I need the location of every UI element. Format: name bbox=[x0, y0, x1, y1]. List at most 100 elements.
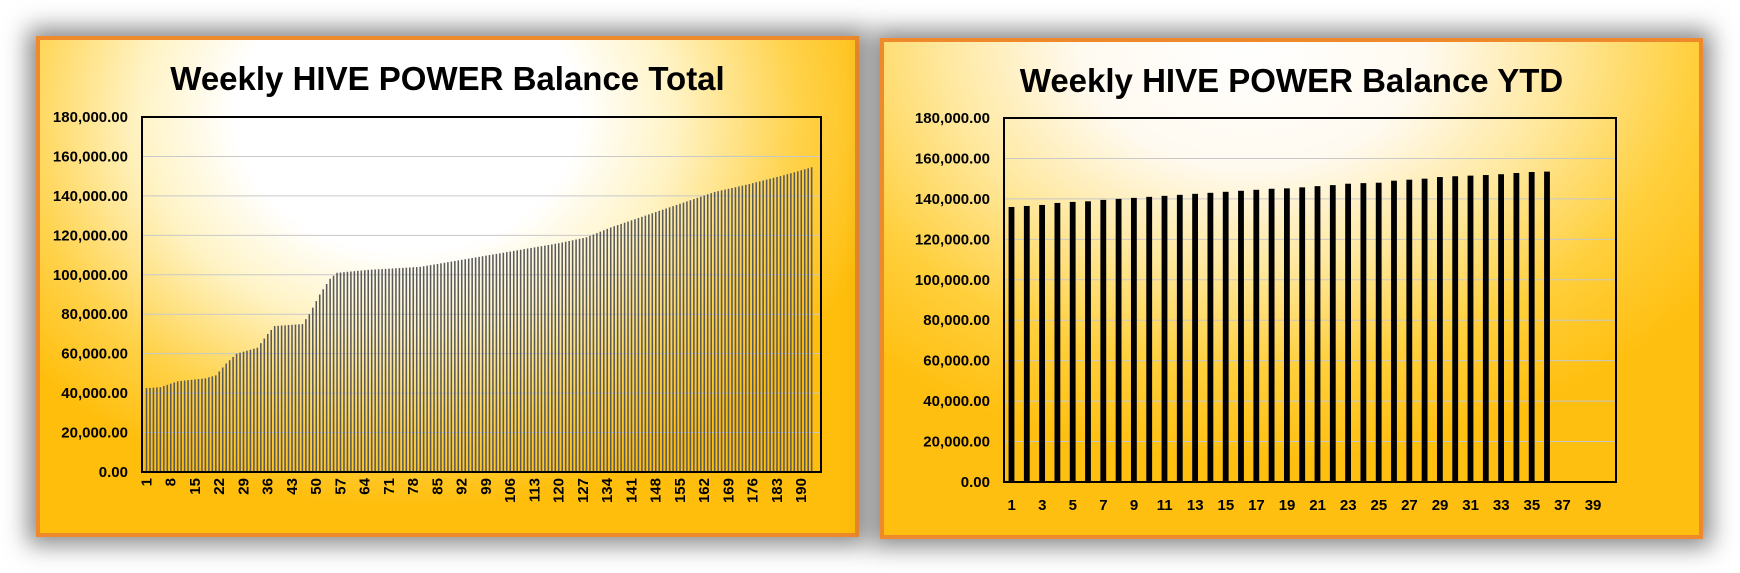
bar bbox=[384, 268, 387, 472]
bar bbox=[1360, 183, 1367, 483]
x-tick-label: 1 bbox=[138, 478, 155, 486]
x-tick-label: 23 bbox=[1340, 497, 1357, 514]
bar bbox=[266, 333, 269, 472]
bar bbox=[700, 196, 702, 472]
x-tick-label: 36 bbox=[260, 478, 277, 495]
bar bbox=[436, 263, 439, 472]
bar bbox=[263, 338, 266, 472]
x-tick-label: 78 bbox=[405, 478, 422, 495]
bar bbox=[499, 253, 501, 472]
bar bbox=[1222, 191, 1229, 483]
bar bbox=[523, 249, 525, 472]
bar bbox=[727, 188, 730, 473]
bar bbox=[329, 278, 331, 472]
bar bbox=[1146, 196, 1153, 482]
bar bbox=[706, 194, 709, 473]
bar bbox=[256, 347, 259, 472]
bar bbox=[1238, 190, 1244, 483]
plot-border bbox=[1003, 117, 1617, 483]
x-tick-label: 25 bbox=[1371, 497, 1388, 514]
bar bbox=[225, 363, 227, 472]
x-tick-label: 1 bbox=[1007, 497, 1015, 514]
x-tick-label: 19 bbox=[1279, 497, 1296, 514]
x-tick-label: 21 bbox=[1309, 497, 1326, 514]
bar bbox=[232, 356, 234, 472]
bar bbox=[260, 343, 262, 472]
bar bbox=[457, 260, 460, 472]
bar bbox=[502, 252, 505, 472]
bar bbox=[1421, 178, 1428, 482]
bar bbox=[163, 386, 165, 472]
bar bbox=[758, 181, 761, 472]
bar bbox=[280, 325, 283, 472]
bar bbox=[786, 174, 789, 472]
bar bbox=[1375, 182, 1382, 482]
bar bbox=[675, 204, 678, 472]
bar bbox=[298, 324, 300, 472]
bar bbox=[1130, 197, 1137, 482]
bar bbox=[603, 230, 605, 472]
bar bbox=[1207, 192, 1214, 483]
bar bbox=[665, 208, 667, 472]
bar bbox=[277, 325, 279, 472]
bar bbox=[1253, 189, 1260, 483]
bar bbox=[301, 324, 304, 472]
bar bbox=[454, 260, 456, 472]
bar bbox=[800, 170, 803, 472]
bar bbox=[519, 249, 522, 472]
bar bbox=[367, 269, 370, 472]
x-tick-label: 106 bbox=[502, 478, 519, 503]
bar bbox=[187, 380, 189, 472]
bar bbox=[305, 319, 307, 472]
bar bbox=[748, 184, 751, 473]
bar bbox=[294, 324, 297, 472]
x-tick-label: 127 bbox=[575, 478, 592, 503]
bar bbox=[807, 168, 809, 472]
bar bbox=[228, 360, 231, 472]
bar bbox=[793, 172, 796, 472]
bar bbox=[474, 257, 477, 472]
bar bbox=[530, 247, 532, 472]
bar bbox=[582, 238, 584, 472]
x-tick-label: 183 bbox=[769, 478, 786, 503]
bar bbox=[346, 271, 349, 472]
bar bbox=[1452, 176, 1459, 483]
bar bbox=[325, 283, 328, 472]
bar bbox=[1544, 171, 1550, 483]
bar bbox=[661, 209, 664, 472]
bar bbox=[741, 185, 744, 472]
bar bbox=[540, 246, 543, 472]
bar bbox=[370, 269, 373, 472]
bar bbox=[1467, 175, 1474, 482]
bar bbox=[1513, 173, 1520, 482]
y-tick-label: 40,000.00 bbox=[61, 385, 128, 402]
bar bbox=[1085, 201, 1091, 482]
bar bbox=[246, 350, 248, 472]
bar bbox=[460, 259, 463, 472]
chart-title-ytd: Weekly HIVE POWER Balance YTD bbox=[1019, 62, 1564, 99]
bar bbox=[1039, 204, 1046, 482]
bar bbox=[1100, 199, 1107, 482]
x-tick-label: 50 bbox=[308, 478, 325, 495]
bar bbox=[596, 233, 598, 472]
bar bbox=[599, 231, 602, 472]
y-tick-label: 100,000.00 bbox=[53, 267, 128, 284]
y-tick-label: 160,000.00 bbox=[53, 148, 128, 165]
bar bbox=[689, 200, 692, 472]
x-tick-label: 15 bbox=[187, 478, 204, 495]
y-tick-label: 20,000.00 bbox=[923, 434, 990, 451]
bar bbox=[713, 191, 716, 472]
x-tick-label: 190 bbox=[793, 478, 810, 503]
bar bbox=[145, 388, 148, 472]
x-tick-label: 7 bbox=[1099, 497, 1107, 514]
bar bbox=[1345, 183, 1352, 482]
bar bbox=[253, 348, 255, 472]
x-tick-label: 9 bbox=[1130, 497, 1138, 514]
x-tick-label: 3 bbox=[1038, 497, 1046, 514]
bar bbox=[1391, 180, 1397, 482]
bar bbox=[467, 258, 470, 472]
bar-chart-ytd: 0.00 20,000.00 40,000.00 60,000.00 80,000.00… bbox=[915, 110, 1617, 514]
bar bbox=[658, 210, 661, 472]
bar bbox=[194, 379, 196, 472]
bar bbox=[235, 353, 238, 472]
